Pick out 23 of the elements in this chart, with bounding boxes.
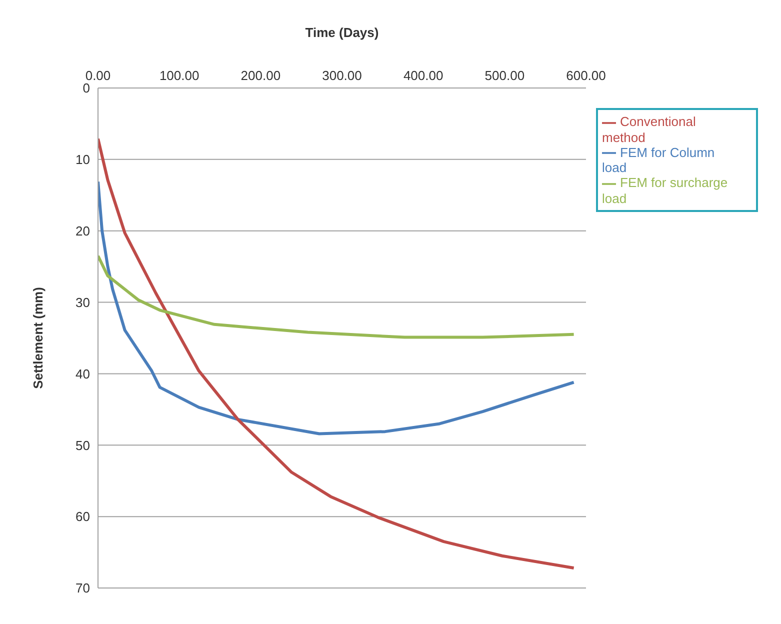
legend-label: FEM for Column load [602,144,715,176]
x-tick-label: 600.00 [566,68,606,83]
line-series [98,137,576,570]
y-tick-label: 20 [76,223,90,238]
y-tick-label: 70 [76,580,90,596]
legend-label: Conventional method [602,114,696,145]
x-tick-label: 100.00 [159,68,200,83]
line-series [98,180,576,436]
x-tick-label: 200.00 [240,68,281,83]
y-tick-label: 40 [76,366,90,382]
x-tick-label: 500.00 [484,68,525,83]
y-tick-label: 50 [76,438,90,453]
y-tick-label: 60 [76,509,90,524]
y-tick-label: 30 [76,294,90,310]
x-axis-title: Time (Days) [305,25,379,40]
legend-label: FEM for surcharge load [602,175,728,206]
y-tick-label: 0 [82,80,90,96]
y-tick-label: 10 [76,152,90,168]
line-series [98,254,576,339]
x-tick-label: 300.00 [322,68,362,83]
y-axis-title: Settlement (mm) [30,287,46,389]
x-tick-label: 400.00 [403,68,444,83]
x-tick-label: 0.00 [85,68,111,83]
